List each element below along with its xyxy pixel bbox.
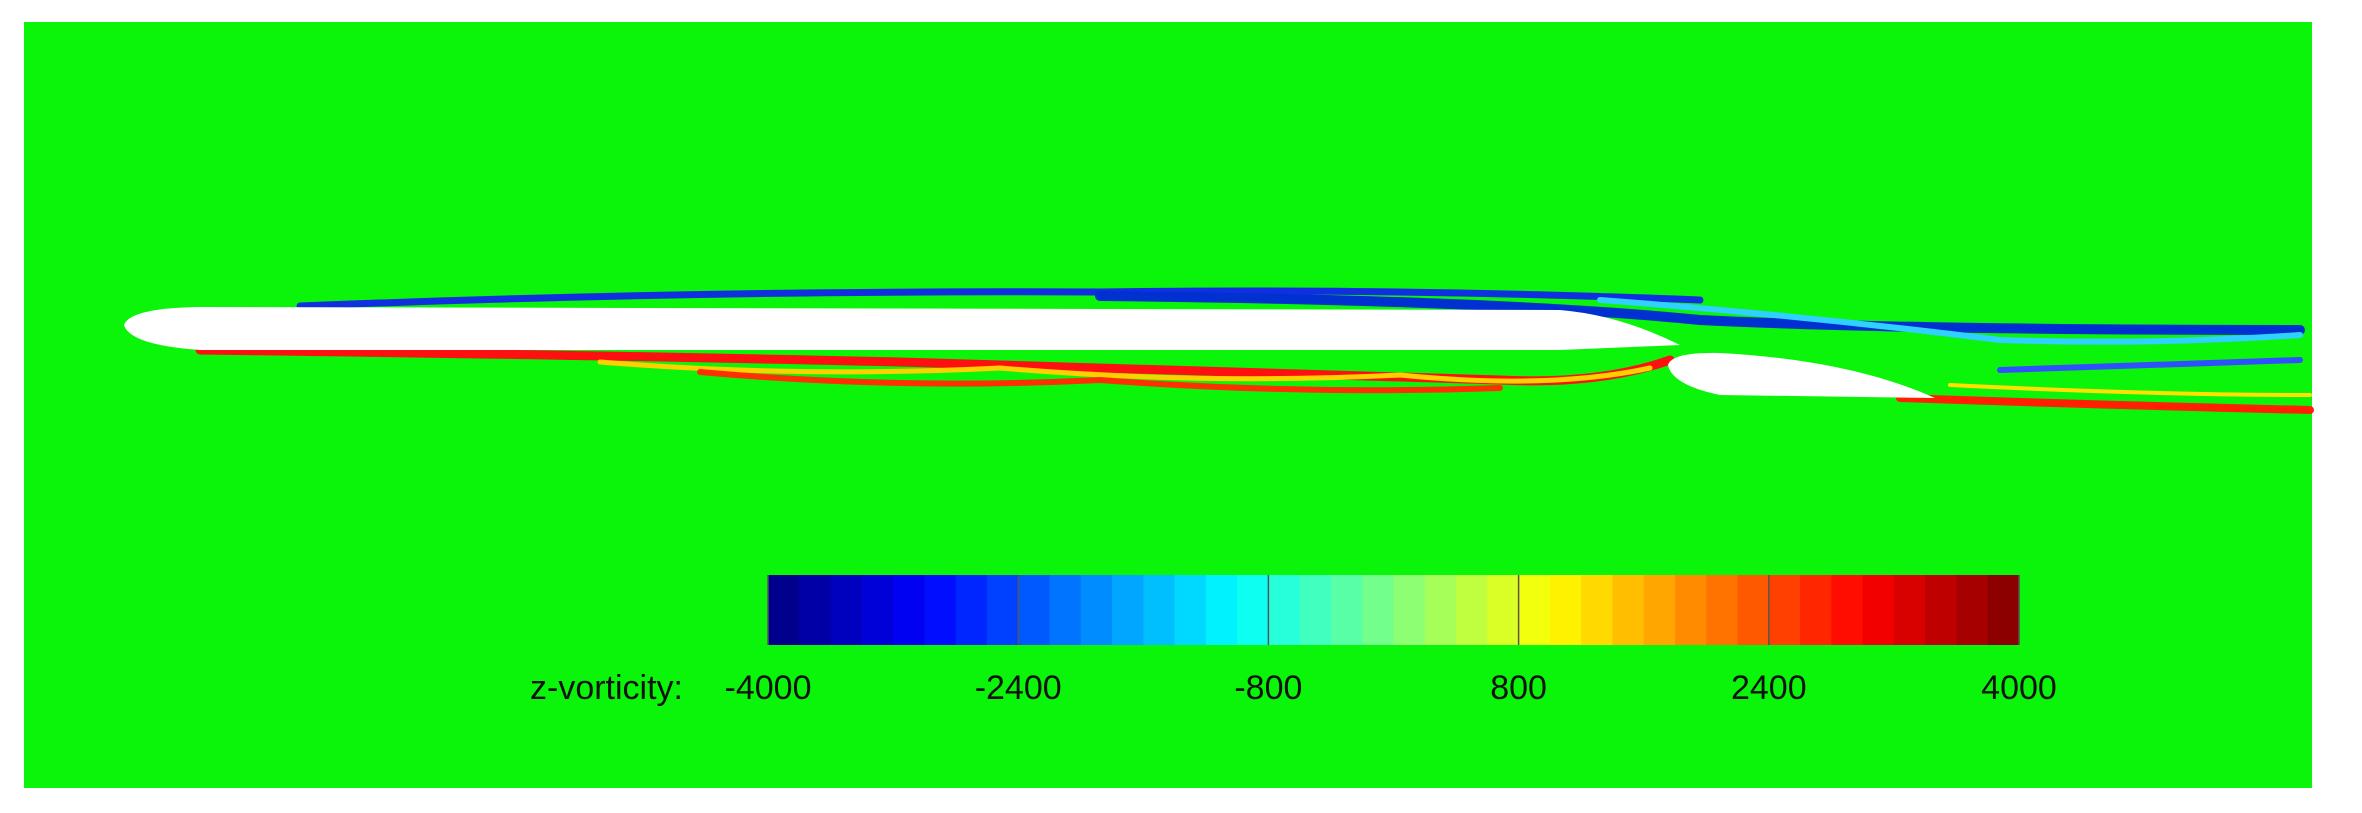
colorbar-level (1143, 575, 1176, 645)
colorbar (767, 575, 2020, 645)
colorbar-tick-label: 4000 (1981, 669, 2057, 707)
colorbar-level (1268, 575, 1301, 645)
colorbar-level (1487, 575, 1520, 645)
colorbar-level (799, 575, 832, 645)
colorbar-level (830, 575, 863, 645)
colorbar-level (1205, 575, 1238, 645)
colorbar-level (1893, 575, 1926, 645)
colorbar-level (893, 575, 925, 645)
colorbar-tick-label: -2400 (975, 669, 1062, 707)
colorbar-level (1112, 575, 1144, 645)
colorbar-level (1237, 575, 1269, 645)
colorbar-level (1424, 575, 1457, 645)
colorbar-tick-label: -4000 (725, 669, 812, 707)
colorbar-level (861, 575, 894, 645)
colorbar-level (1674, 575, 1707, 645)
colorbar-level (1706, 575, 1739, 645)
vorticity-field (24, 22, 2312, 788)
colorbar-level (1768, 575, 1801, 645)
flap (1668, 352, 1935, 398)
colorbar-tick-label: 800 (1490, 669, 1547, 707)
colorbar-level (1643, 575, 1676, 645)
colorbar-level (1299, 575, 1332, 645)
colorbar-label: z-vorticity: (530, 669, 683, 707)
colorbar-level (924, 575, 957, 645)
colorbar-tick-label: -800 (1234, 669, 1302, 707)
wake-structures (195, 287, 2314, 414)
colorbar-level (955, 575, 988, 645)
colorbar-level (1831, 575, 1864, 645)
colorbar-level (1362, 575, 1395, 645)
colorbar-level (1612, 575, 1645, 645)
colorbar-level (1581, 575, 1614, 645)
colorbar-level (1800, 575, 1832, 645)
colorbar-level (1956, 575, 1989, 645)
colorbar-level (1549, 575, 1582, 645)
colorbar-level (1456, 575, 1488, 645)
colorbar-tick-label: 2400 (1731, 669, 1807, 707)
colorbar-level (1080, 575, 1113, 645)
colorbar-level (1862, 575, 1895, 645)
colorbar-level (1049, 575, 1082, 645)
colorbar-level (1987, 575, 2020, 645)
colorbar-level (1330, 575, 1363, 645)
colorbar-level (1925, 575, 1958, 645)
colorbar-level (768, 575, 800, 645)
colorbar-level (1737, 575, 1770, 645)
colorbar-level (986, 575, 1019, 645)
colorbar-level (1174, 575, 1207, 645)
colorbar-level (1393, 575, 1426, 645)
colorbar-level (1018, 575, 1051, 645)
colorbar-level (1518, 575, 1551, 645)
main-airfoil (124, 307, 1680, 350)
